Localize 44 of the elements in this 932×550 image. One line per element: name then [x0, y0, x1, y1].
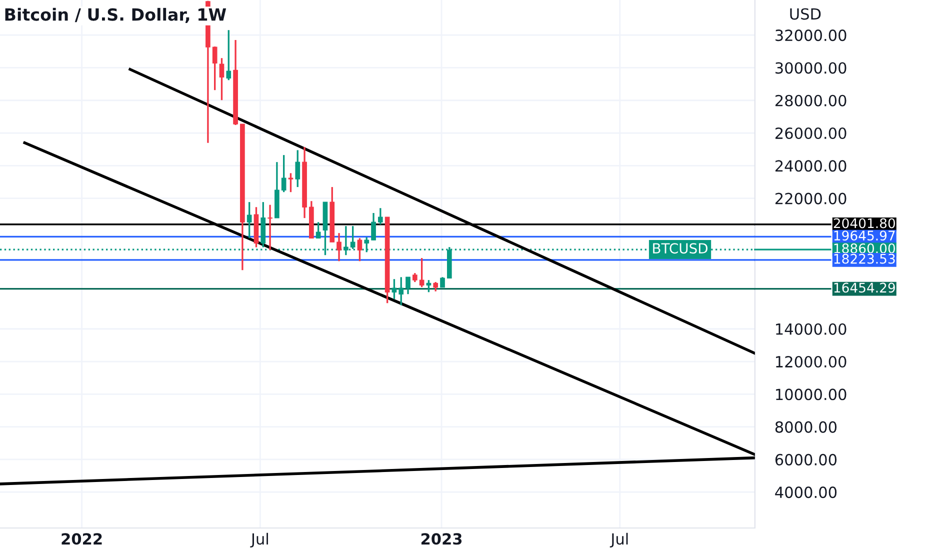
candlestick — [268, 204, 272, 251]
chart-title: Bitcoin / U.S. Dollar, 1W — [5, 8, 226, 23]
y-tick-label: 28000.00 — [775, 94, 846, 106]
ref-line-label: 19645.97 — [834, 230, 895, 241]
y-tick-label: 14000.00 — [776, 323, 846, 335]
y-axis-title: USD — [790, 8, 821, 20]
y-tick-label: 8000.00 — [775, 421, 837, 433]
y-tick-label: 6000.00 — [775, 454, 837, 466]
y-tick-label: 26000.00 — [775, 127, 846, 140]
ref-line-label: 16454.29 — [834, 282, 895, 293]
candlestick — [246, 201, 252, 239]
y-tick-label: 22000.00 — [775, 192, 846, 204]
candlestick — [398, 276, 404, 306]
x-tick-label: 2023 — [421, 533, 462, 545]
annotation: BTCUSD — [653, 243, 708, 254]
y-tick-label: 32000.00 — [776, 30, 846, 42]
ref-line-label: 20401.80 — [834, 218, 895, 228]
candlestick — [219, 57, 224, 101]
candlestick — [281, 154, 286, 193]
candlestick — [295, 149, 300, 188]
candlestick — [433, 281, 438, 292]
candlestick — [426, 279, 432, 293]
ref-line-label: 18860.00 — [834, 243, 895, 254]
candlestick — [392, 278, 397, 300]
candlestick — [336, 232, 342, 262]
x-tick-label: Jul — [610, 532, 628, 548]
y-tick-label: 10000.00 — [776, 388, 846, 400]
candlestick — [440, 276, 445, 288]
y-tick-label: 4000.00 — [775, 486, 837, 498]
candlestick — [288, 172, 294, 193]
candlestick — [226, 29, 232, 81]
candlestick — [212, 46, 218, 91]
x-tick-label: 2022 — [62, 533, 102, 545]
candlestick — [406, 276, 410, 295]
candlestick — [357, 237, 362, 262]
y-tick-label: 30000.00 — [776, 62, 846, 74]
ref-line-label: 18223.53 — [834, 254, 895, 264]
candlestick — [316, 221, 321, 239]
y-tick-label: 12000.00 — [776, 356, 846, 368]
x-tick-label: Jul — [250, 532, 268, 548]
y-tick-label: 24000.00 — [775, 160, 846, 172]
candlestick — [419, 257, 424, 288]
candlestick — [371, 212, 376, 241]
candlestick — [378, 207, 383, 226]
